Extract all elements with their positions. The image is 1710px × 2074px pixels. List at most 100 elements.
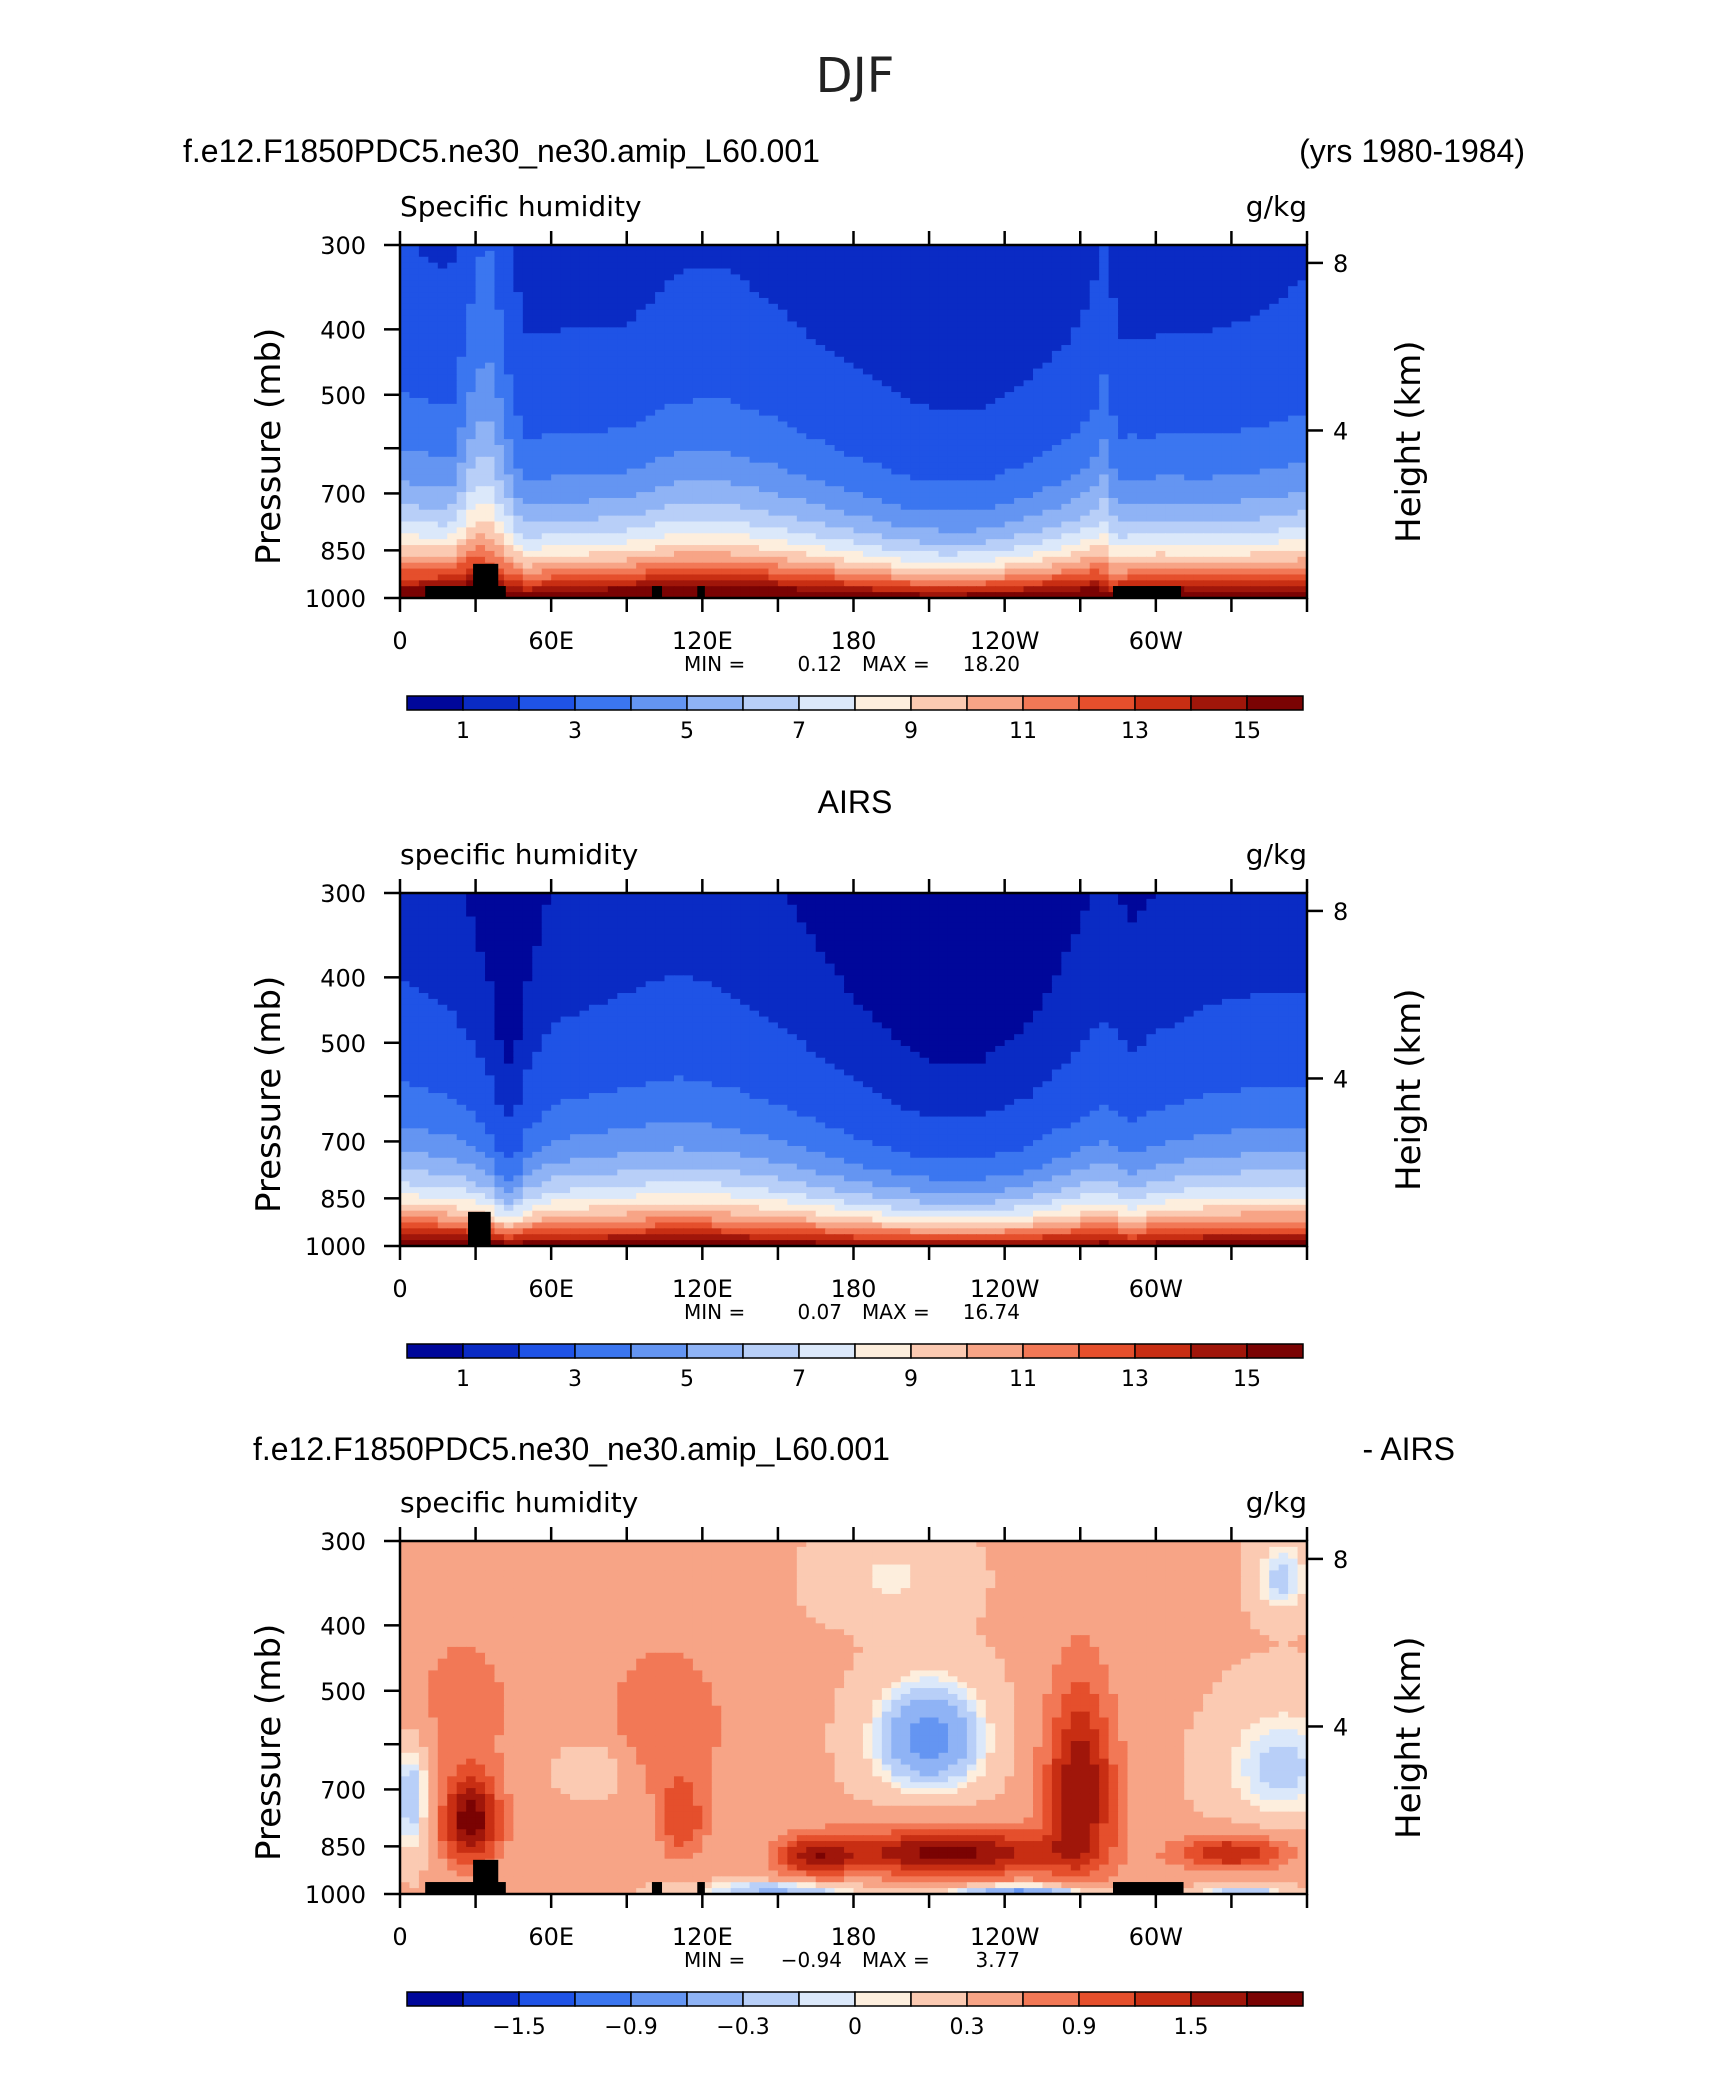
field-cell xyxy=(673,403,685,411)
field-cell xyxy=(607,468,618,476)
field-cell xyxy=(1174,333,1185,340)
field-cell xyxy=(1108,297,1119,305)
field-cell xyxy=(532,333,543,340)
field-cell xyxy=(929,427,940,434)
field-cell xyxy=(570,274,581,281)
field-cell xyxy=(607,327,618,334)
field-cell xyxy=(598,409,609,417)
field-cell xyxy=(834,427,845,434)
field-cell xyxy=(692,492,703,499)
field-cell xyxy=(759,350,770,358)
field-cell xyxy=(664,350,675,358)
field-cell xyxy=(1221,415,1233,423)
field-cell xyxy=(1136,403,1147,411)
field-cell xyxy=(1212,403,1223,411)
field-cell xyxy=(579,286,590,293)
field-cell xyxy=(1080,339,1091,346)
field-cell xyxy=(655,274,666,281)
field-cell xyxy=(1004,345,1015,352)
field-cell xyxy=(1004,274,1015,281)
field-cell xyxy=(1127,545,1138,552)
field-cell xyxy=(655,392,666,399)
field-cell xyxy=(740,450,751,458)
field-cell xyxy=(759,409,770,417)
field-cell xyxy=(825,333,836,340)
field-cell xyxy=(957,297,968,305)
field-cell xyxy=(655,315,666,323)
field-cell xyxy=(409,256,420,264)
field-cell xyxy=(617,350,628,358)
field-cell xyxy=(1174,456,1185,464)
field-cell xyxy=(400,415,411,423)
field-cell xyxy=(645,527,656,534)
field-cell xyxy=(834,339,845,346)
field-cell xyxy=(1014,450,1025,458)
field-cell xyxy=(598,433,609,440)
field-cell xyxy=(428,521,439,528)
field-cell xyxy=(947,533,959,540)
field-cell xyxy=(1269,392,1280,399)
field-cell xyxy=(409,362,420,370)
field-cell xyxy=(570,356,581,364)
field-cell xyxy=(995,362,1006,370)
field-cell xyxy=(711,356,722,364)
field-cell xyxy=(636,397,647,405)
field-cell xyxy=(740,421,751,428)
field-cell xyxy=(1089,297,1100,305)
field-cell xyxy=(844,392,855,399)
field-cell xyxy=(872,297,883,305)
field-cell xyxy=(1231,533,1242,540)
field-cell xyxy=(485,474,496,481)
field-cell xyxy=(1155,374,1166,381)
field-cell xyxy=(673,545,685,552)
field-cell xyxy=(522,268,533,276)
field-cell xyxy=(456,497,467,505)
field-cell xyxy=(759,292,770,299)
field-cell xyxy=(711,527,722,534)
field-cell xyxy=(815,409,826,417)
field-cell xyxy=(1014,303,1025,311)
field-cell xyxy=(1042,392,1053,399)
field-cell xyxy=(1099,456,1110,464)
field-cell xyxy=(466,374,477,381)
field-cell xyxy=(532,397,543,405)
field-cell xyxy=(910,321,921,328)
field-cell xyxy=(636,439,647,446)
field-cell xyxy=(617,545,628,552)
field-cell xyxy=(636,450,647,458)
field-cell xyxy=(976,521,987,528)
field-cell xyxy=(494,292,505,299)
field-cell xyxy=(447,374,458,381)
field-cell xyxy=(1212,533,1223,540)
field-cell xyxy=(522,315,533,323)
field-cell xyxy=(1146,386,1157,393)
field-cell xyxy=(862,345,873,352)
field-cell xyxy=(1174,327,1185,334)
field-cell xyxy=(1240,380,1251,387)
field-cell xyxy=(1231,386,1242,393)
field-cell xyxy=(796,327,807,334)
field-cell xyxy=(655,297,666,305)
field-cell xyxy=(655,503,666,511)
field-cell xyxy=(740,292,751,299)
field-cell xyxy=(1288,245,1299,252)
field-cell xyxy=(664,486,675,493)
field-cell xyxy=(1023,321,1034,328)
field-cell xyxy=(929,415,940,423)
field-cell xyxy=(938,286,949,293)
field-cell xyxy=(503,427,514,434)
field-cell xyxy=(503,356,514,364)
field-cell xyxy=(966,309,977,317)
field-cell xyxy=(985,415,996,423)
field-cell xyxy=(692,297,703,305)
field-cell xyxy=(437,327,448,334)
field-cell xyxy=(938,380,949,387)
field-cell xyxy=(929,280,940,287)
field-cell xyxy=(938,415,949,423)
field-cell xyxy=(759,533,770,540)
field-cell xyxy=(985,245,996,252)
field-cell xyxy=(1070,503,1081,511)
field-cell xyxy=(466,450,477,458)
field-cell xyxy=(966,492,977,499)
field-cell xyxy=(1203,492,1214,499)
